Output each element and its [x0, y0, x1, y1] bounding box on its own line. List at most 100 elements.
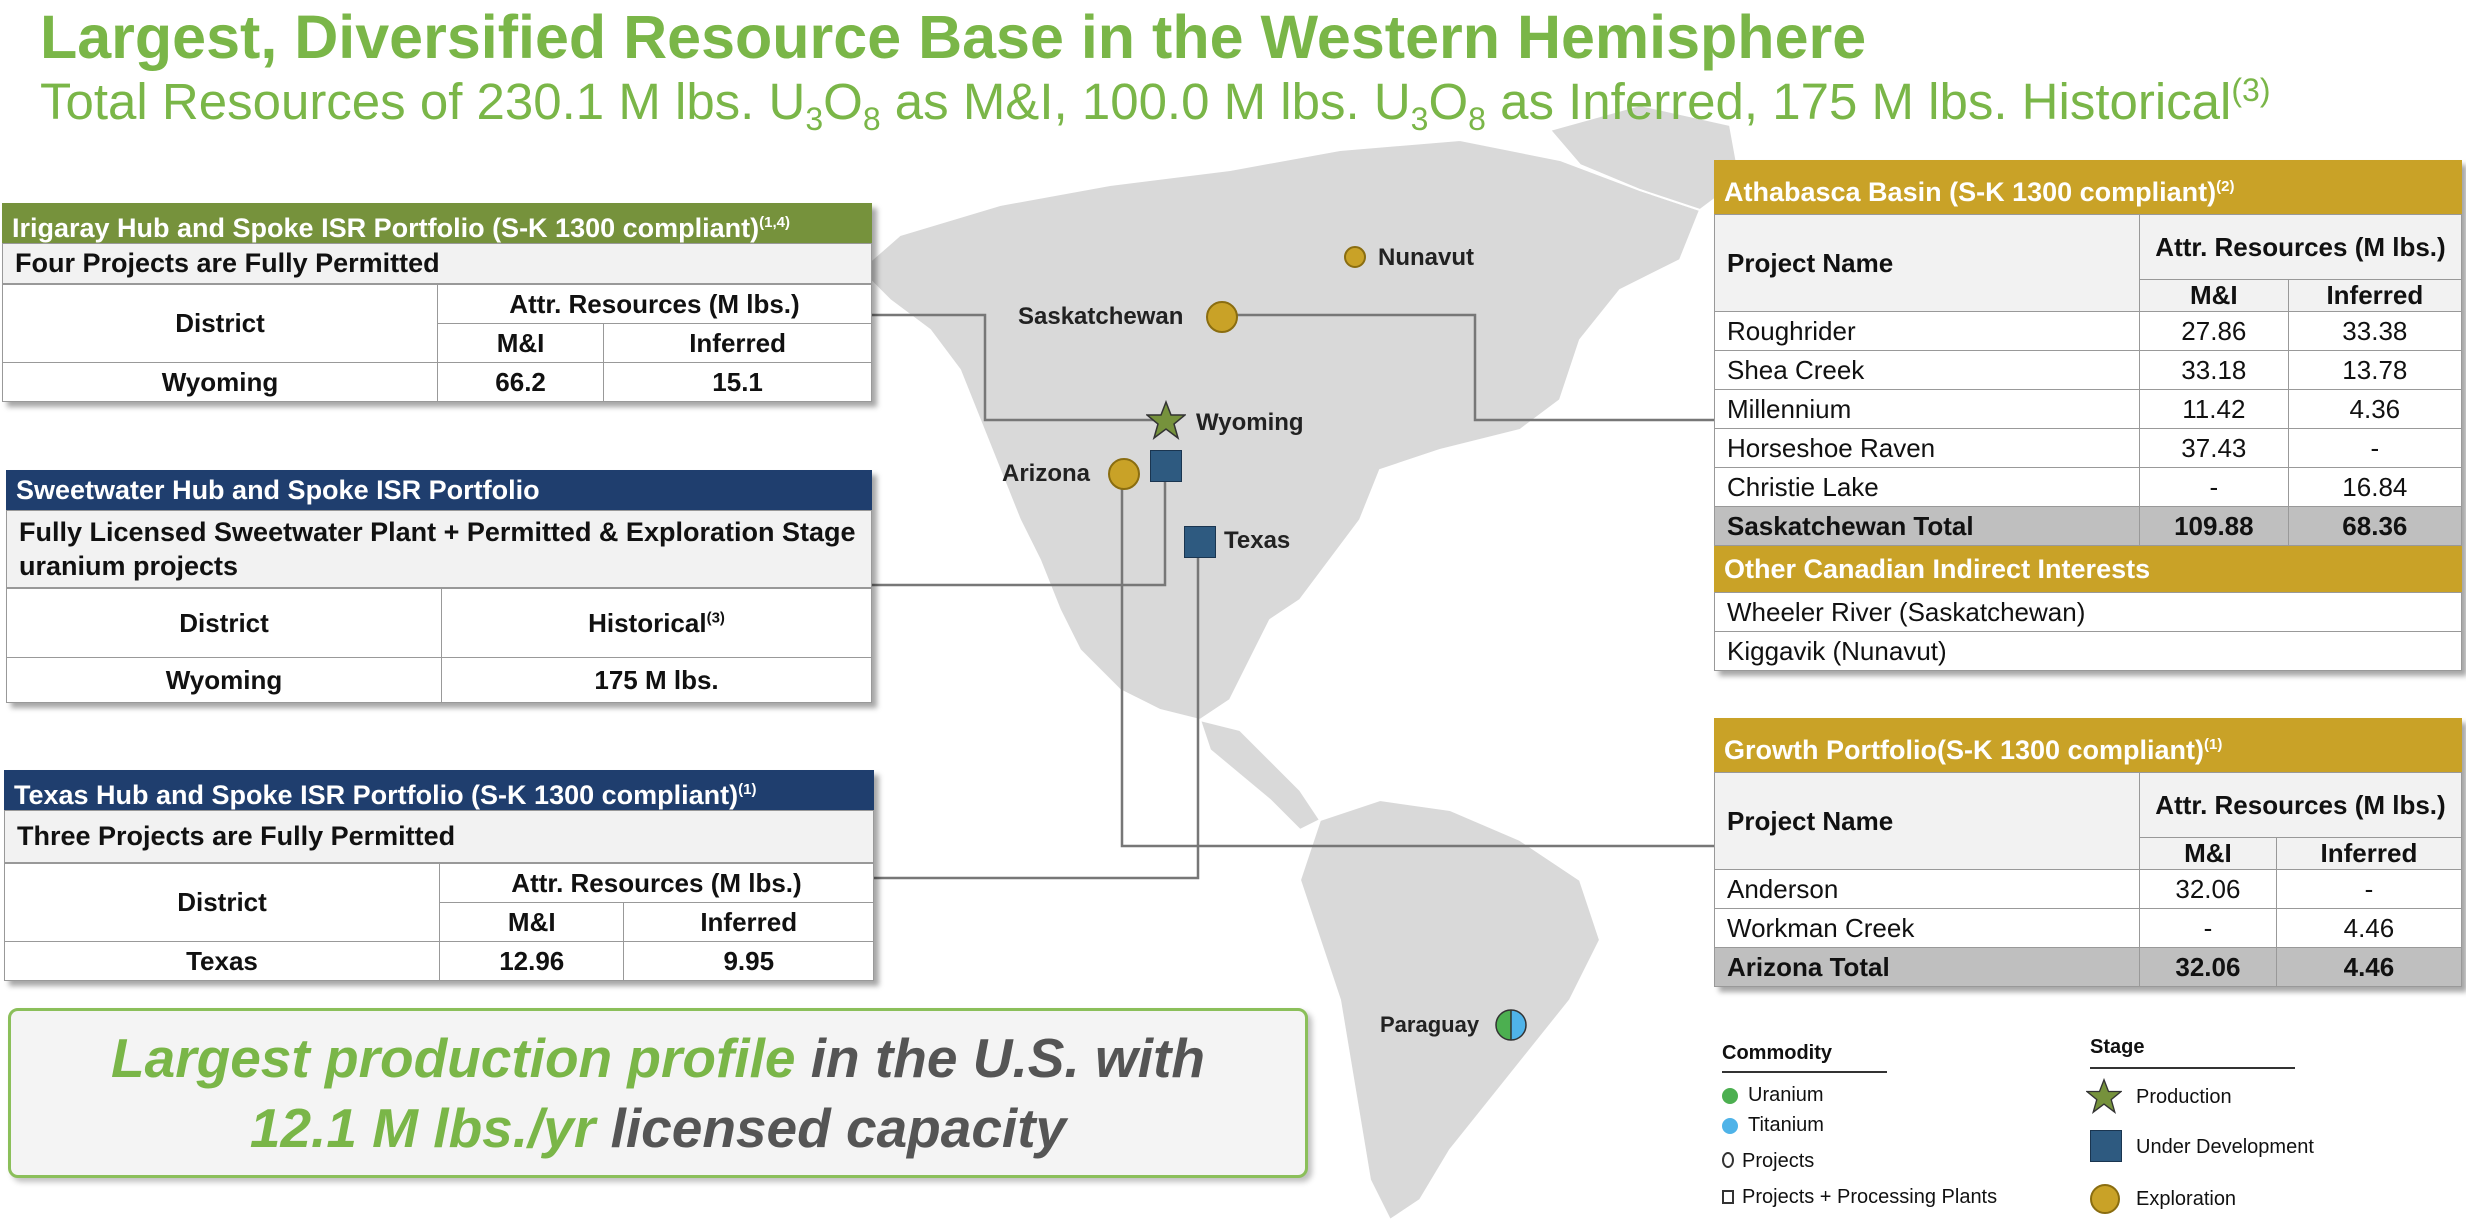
- texas-table: District Attr. Resources (M lbs.) M&I In…: [4, 863, 874, 981]
- sweetwater-header: Sweetwater Hub and Spoke ISR Portfolio: [6, 470, 872, 510]
- north-america-shape: [858, 138, 1702, 722]
- cell-district: Wyoming: [6, 657, 442, 703]
- col-inferred: Inferred: [623, 902, 874, 942]
- cell-total-inferred: 68.36: [2287, 506, 2463, 546]
- cell-mi: 66.2: [436, 362, 605, 402]
- legend-under-development: Under Development: [2136, 1136, 2314, 1158]
- legend-uranium: Uranium: [1748, 1084, 1824, 1106]
- cell-inferred: 4.36: [2287, 389, 2463, 429]
- cell-district: Wyoming: [2, 362, 438, 402]
- col-district: District: [6, 588, 442, 658]
- texas-header: Texas Hub and Spoke ISR Portfolio (S-K 1…: [4, 770, 874, 810]
- arizona-label: Arizona: [1002, 460, 1091, 487]
- table-row: Workman Creek - 4.46: [1714, 908, 2463, 948]
- athabasca-table: Project Name Attr. Resources (M lbs.) M&…: [1714, 214, 2463, 546]
- cell-total-label: Arizona Total: [1714, 947, 2140, 987]
- nunavut-marker: [1344, 246, 1366, 268]
- cell-project: Workman Creek: [1714, 908, 2140, 948]
- legend-commodity-rule: [1722, 1071, 1887, 1073]
- projects-circle-icon: [1722, 1152, 1734, 1168]
- cell-mi: 33.18: [2139, 350, 2289, 390]
- table-row: Wyoming 66.2 15.1: [2, 362, 872, 402]
- sweetwater-square-marker: [1150, 450, 1182, 482]
- cell-total-label: Saskatchewan Total: [1714, 506, 2140, 546]
- other-interests-header: Other Canadian Indirect Interests: [1714, 546, 2462, 592]
- col-project-name: Project Name: [1714, 772, 2140, 870]
- cell-inferred: 4.46: [2275, 908, 2463, 948]
- connector-sweetwater: [872, 465, 1167, 587]
- col-attr-resources: Attr. Resources (M lbs.): [2139, 214, 2462, 280]
- cell-mi: 37.43: [2139, 428, 2289, 468]
- col-mi: M&I: [2139, 279, 2289, 312]
- connector-athabasca: [1222, 313, 1714, 422]
- total-row: Arizona Total 32.06 4.46: [1714, 947, 2463, 987]
- texas-panel: Texas Hub and Spoke ISR Portfolio (S-K 1…: [4, 770, 874, 981]
- col-mi: M&I: [438, 902, 625, 942]
- col-inferred: Inferred: [2287, 279, 2463, 312]
- table-row: Wyoming 175 M lbs.: [6, 657, 872, 703]
- legend-exploration: Exploration: [2136, 1188, 2237, 1210]
- sweetwater-panel: Sweetwater Hub and Spoke ISR Portfolio F…: [6, 470, 872, 703]
- callout-line-1: Largest production profile in the U.S. w…: [111, 1027, 1205, 1089]
- paraguay-marker-icon: [1495, 1009, 1527, 1041]
- cell-historical: 175 M lbs.: [441, 657, 872, 703]
- table-row: Christie Lake - 16.84: [1714, 467, 2463, 507]
- wyoming-star-icon: [1146, 400, 1186, 440]
- exploration-dot-icon: [2090, 1184, 2120, 1214]
- production-star-icon: [2086, 1078, 2122, 1114]
- central-america-shape: [1198, 718, 1322, 832]
- connector-irigaray: [872, 313, 1165, 422]
- irigaray-subtitle: Four Projects are Fully Permitted: [2, 243, 872, 284]
- connector-growth: [1120, 470, 1714, 848]
- saskatchewan-label: Saskatchewan: [1018, 303, 1184, 330]
- south-america-shape: [1298, 798, 1602, 1220]
- irigaray-panel: Irigaray Hub and Spoke ISR Portfolio (S-…: [2, 203, 872, 402]
- cell-total-mi: 32.06: [2139, 947, 2277, 987]
- cell-mi: -: [2139, 908, 2277, 948]
- under-development-square-icon: [2090, 1130, 2122, 1162]
- table-row: Roughrider 27.86 33.38: [1714, 311, 2463, 351]
- cell-inferred: 9.95: [623, 941, 874, 981]
- athabasca-header: Athabasca Basin (S-K 1300 compliant)(2): [1714, 160, 2462, 214]
- col-mi: M&I: [436, 323, 605, 363]
- cell-inferred: 33.38: [2287, 311, 2463, 351]
- other-interests-table: Wheeler River (Saskatchewan) Kiggavik (N…: [1714, 592, 2462, 671]
- col-district: District: [4, 863, 440, 942]
- list-item: Kiggavik (Nunavut): [1714, 631, 2462, 671]
- table-row: Texas 12.96 9.95: [4, 941, 874, 981]
- col-attr-resources: Attr. Resources (M lbs.): [437, 284, 872, 324]
- connector-texas: [874, 555, 1200, 880]
- total-row: Saskatchewan Total 109.88 68.36: [1714, 506, 2463, 546]
- cell-project: Christie Lake: [1714, 467, 2140, 507]
- sweetwater-subtitle: Fully Licensed Sweetwater Plant + Permit…: [6, 510, 872, 588]
- uranium-dot-icon: [1722, 1088, 1738, 1104]
- texas-label: Texas: [1224, 527, 1291, 554]
- legend-commodity-title: Commodity: [1722, 1042, 1832, 1064]
- cell-total-inferred: 4.46: [2275, 947, 2463, 987]
- page-subtitle: Total Resources of 230.1 M lbs. U3O8 as …: [40, 72, 2271, 138]
- cell-project: Horseshoe Raven: [1714, 428, 2140, 468]
- col-inferred: Inferred: [2275, 837, 2463, 870]
- table-row: Shea Creek 33.18 13.78: [1714, 350, 2463, 390]
- cell-inferred: 13.78: [2287, 350, 2463, 390]
- growth-table: Project Name Attr. Resources (M lbs.) M&…: [1714, 772, 2463, 987]
- cell-mi: -: [2139, 467, 2289, 507]
- growth-header: Growth Portfolio(S-K 1300 compliant)(1): [1714, 718, 2462, 772]
- legend-projects-plants: Projects + Processing Plants: [1742, 1186, 1998, 1208]
- col-historical: Historical(3): [441, 588, 872, 658]
- projects-plants-square-icon: [1722, 1190, 1734, 1204]
- legend-stage-rule: [2090, 1067, 2295, 1069]
- cell-inferred: 15.1: [603, 362, 872, 402]
- cell-mi: 27.86: [2139, 311, 2289, 351]
- nunavut-label: Nunavut: [1378, 244, 1474, 271]
- legend-production: Production: [2136, 1086, 2232, 1108]
- growth-panel: Growth Portfolio(S-K 1300 compliant)(1) …: [1714, 718, 2463, 987]
- col-attr-resources: Attr. Resources (M lbs.): [439, 863, 874, 903]
- titanium-dot-icon: [1722, 1118, 1738, 1134]
- cell-inferred: 16.84: [2287, 467, 2463, 507]
- cell-mi: 12.96: [438, 941, 625, 981]
- saskatchewan-marker: [1206, 301, 1238, 333]
- cell-project: Millennium: [1714, 389, 2140, 429]
- sweetwater-table: District Historical(3) Wyoming 175 M lbs…: [6, 588, 872, 703]
